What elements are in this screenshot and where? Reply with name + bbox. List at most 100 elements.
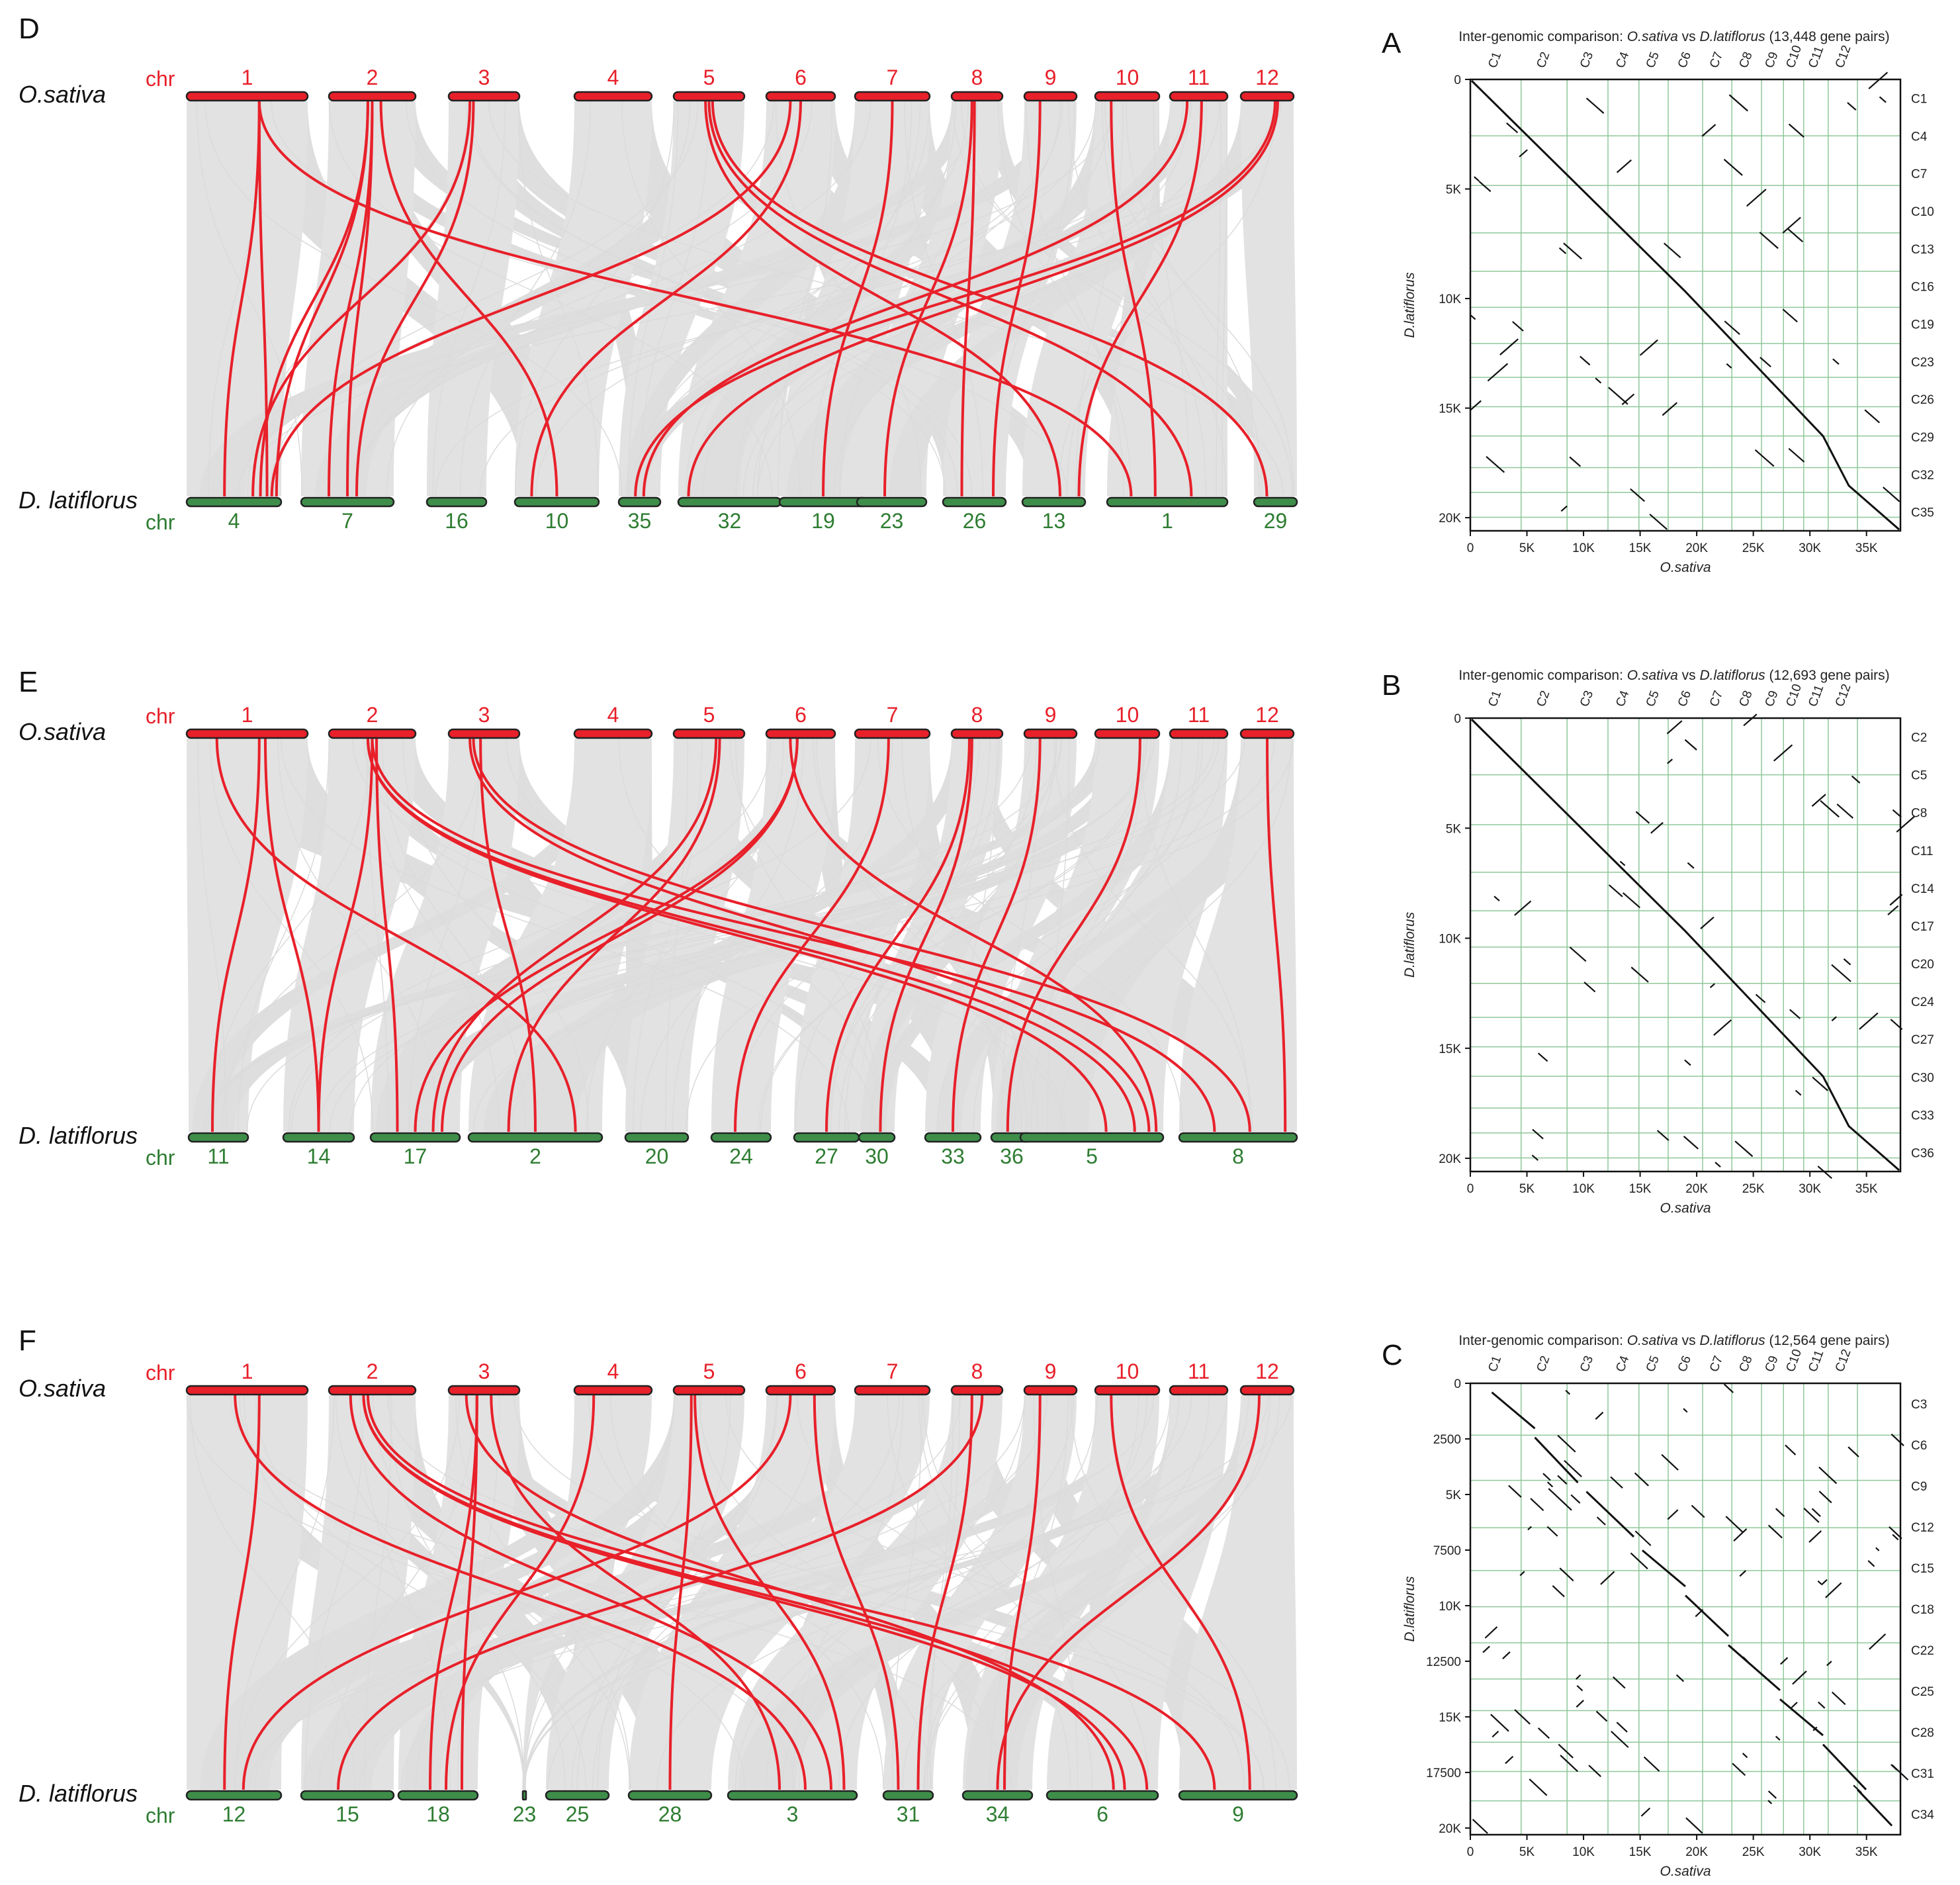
top-chromosome-bar xyxy=(573,1385,653,1396)
gray-band xyxy=(965,1395,1199,1790)
right-chromosome-label: C9 xyxy=(1911,1480,1927,1494)
gray-link xyxy=(408,738,481,1132)
dot-segment xyxy=(1775,1508,1785,1517)
top-chromosome-label: C1 xyxy=(1486,689,1504,709)
top-chromosome-number: 9 xyxy=(1045,1359,1057,1383)
dot-segment xyxy=(1542,1473,1551,1481)
gray-link xyxy=(1026,101,1124,497)
dot-segment xyxy=(1818,1701,1826,1709)
dot-segment xyxy=(1565,1389,1571,1395)
dot-segment xyxy=(1889,1526,1902,1540)
red-link xyxy=(996,1395,1261,1790)
top-chromosome-number: 1 xyxy=(242,703,253,727)
dot-segment xyxy=(1570,1494,1581,1504)
x-tick-label: 20K xyxy=(1685,1182,1708,1196)
dot-segment xyxy=(1723,1383,1734,1393)
dot-segment xyxy=(1795,1089,1802,1096)
gray-link xyxy=(838,738,1057,1132)
dot-segment xyxy=(1812,1076,1828,1091)
top-chromosome-bar xyxy=(1094,91,1161,102)
gray-link xyxy=(372,1395,631,1790)
bottom-chromosome-bar xyxy=(545,1790,610,1801)
red-link xyxy=(1077,101,1203,497)
top-chr-label: chr xyxy=(146,67,175,91)
dot-segment xyxy=(1875,1547,1880,1551)
dot-segment xyxy=(1767,1524,1783,1539)
red-link xyxy=(349,1395,832,1790)
red-links xyxy=(211,738,1287,1132)
top-chromosome-bar xyxy=(950,1385,1004,1396)
dot-segment xyxy=(1588,1765,1601,1777)
x-tick-label: 5K xyxy=(1519,1845,1535,1859)
gray-link xyxy=(796,1395,1245,1790)
bottom-chromosome-bar xyxy=(282,1132,355,1143)
bottom-chromosome-bar xyxy=(677,496,782,508)
gray-link xyxy=(729,738,1023,1132)
gray-link xyxy=(901,738,1027,1132)
dot-segment xyxy=(1661,1453,1679,1471)
dot-segment xyxy=(1514,1709,1531,1725)
gray-link xyxy=(815,738,1013,1132)
gray-link xyxy=(758,738,1151,1132)
y-tick-label: 7500 xyxy=(1433,1544,1461,1558)
dot-segment xyxy=(1742,1656,1748,1662)
gray-link xyxy=(1070,1395,1276,1790)
gray-link xyxy=(781,1395,1180,1790)
dot-segment xyxy=(1733,1528,1748,1541)
top-chromosome-number: 3 xyxy=(478,1359,490,1383)
bottom-chromosome-bar xyxy=(300,496,395,508)
top-chr-label: chr xyxy=(146,704,175,728)
dot-segment xyxy=(1621,393,1635,406)
dot-segment xyxy=(1662,402,1678,416)
red-link xyxy=(215,738,577,1132)
gray-link xyxy=(1068,101,1227,497)
dot-segment xyxy=(1470,314,1476,320)
x-tick-label: 30K xyxy=(1799,541,1821,555)
top-chromosome-number: 4 xyxy=(607,1359,619,1383)
dot-segment xyxy=(1666,720,1683,735)
x-tick-label: 20K xyxy=(1685,1845,1708,1859)
gray-band xyxy=(889,101,1227,496)
bottom-chromosome-number: 8 xyxy=(1232,1144,1244,1168)
y-tick-label: 10K xyxy=(1439,933,1461,946)
top-chromosome-number: 8 xyxy=(971,66,983,89)
top-chromosome-number: 5 xyxy=(703,1359,715,1383)
gray-link xyxy=(665,738,689,1132)
dot-segment xyxy=(1663,242,1681,259)
dot-segment xyxy=(1478,181,1492,193)
bottom-chromosome-number: 34 xyxy=(986,1802,1010,1826)
right-chromosome-label: C2 xyxy=(1911,731,1927,745)
red-link xyxy=(960,101,976,497)
dot-segment xyxy=(1726,363,1732,369)
y-tick-label: 5K xyxy=(1446,822,1462,836)
dot-segment xyxy=(1675,1674,1685,1682)
dot-segment xyxy=(1724,320,1740,335)
bottom-chromosome-number: 18 xyxy=(426,1802,450,1826)
top-chromosome-number: 10 xyxy=(1116,703,1139,727)
top-chromosome-bar xyxy=(1169,728,1229,739)
x-tick-label: 15K xyxy=(1629,541,1652,555)
dot-segment xyxy=(1596,1516,1606,1526)
dot-segment xyxy=(1640,1807,1651,1817)
top-chromosome-number: 5 xyxy=(703,66,715,89)
top-chromosome-bar xyxy=(447,91,521,102)
gray-link xyxy=(1005,1395,1271,1790)
gray-band xyxy=(515,101,652,496)
gray-link xyxy=(243,1395,525,1790)
red-link xyxy=(479,738,537,1132)
gray-link xyxy=(956,738,998,1132)
x-tick-label: 30K xyxy=(1799,1845,1821,1859)
dot-segment xyxy=(1575,1674,1581,1680)
red-link xyxy=(317,738,374,1132)
dot-segment xyxy=(1667,1509,1679,1520)
dot-segment xyxy=(1576,1700,1584,1708)
gray-link xyxy=(634,101,969,497)
top-chromosome-number: 1 xyxy=(242,1359,253,1383)
gray-link xyxy=(926,1395,961,1790)
top-chromosome-label: C7 xyxy=(1707,1354,1726,1374)
dot-segment xyxy=(1825,1582,1842,1598)
gray-link xyxy=(277,738,439,1132)
dot-segment xyxy=(1755,993,1766,1003)
red-link xyxy=(822,101,894,497)
dot-segment xyxy=(1595,377,1602,384)
